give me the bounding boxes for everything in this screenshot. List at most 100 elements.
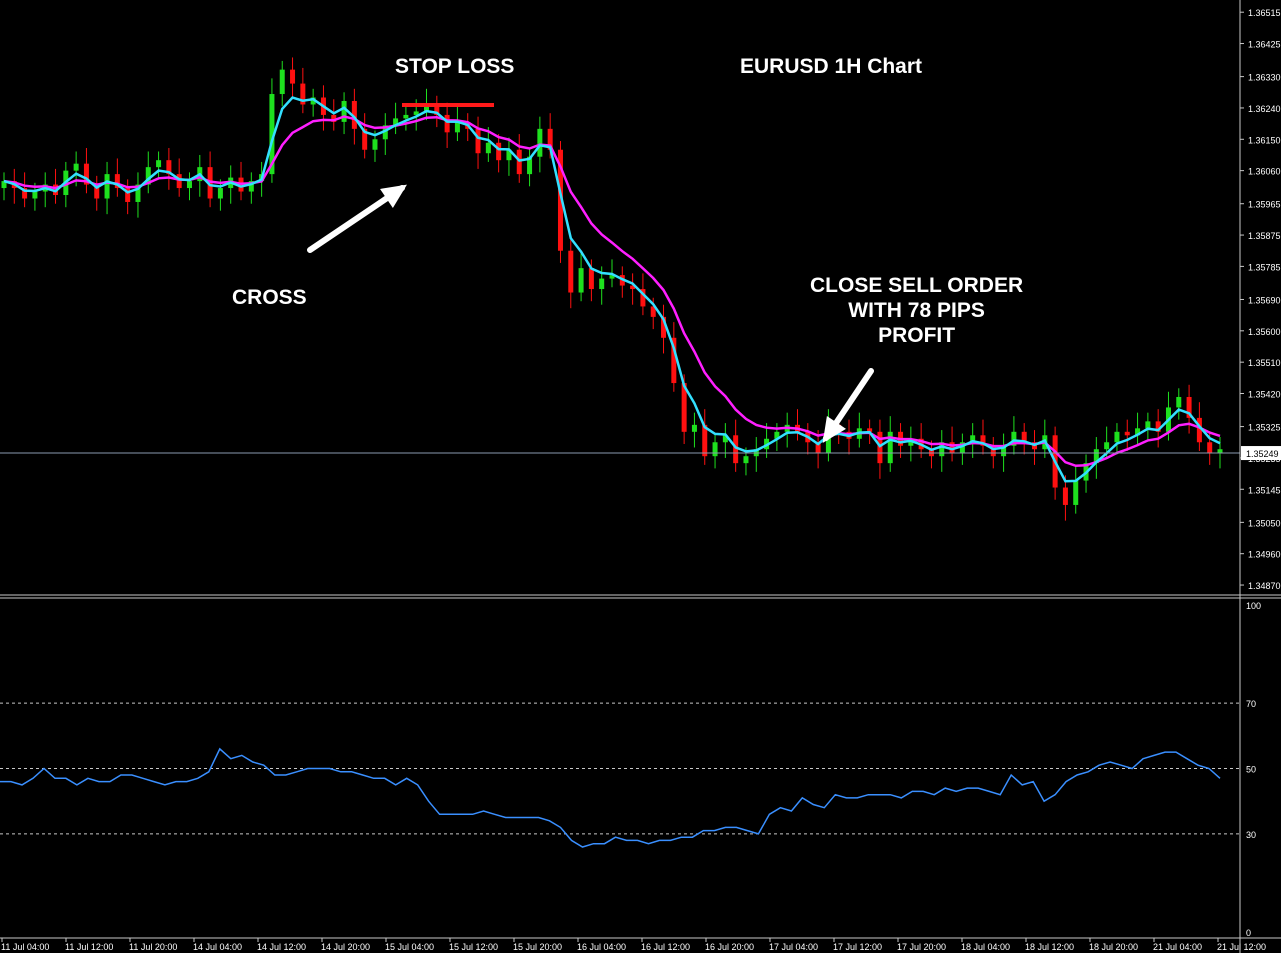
- cross-label: CROSS: [232, 286, 307, 309]
- candle-body: [341, 100, 347, 122]
- candle-body: [681, 383, 687, 432]
- candle-body: [94, 184, 100, 199]
- price-tick-label: 1.35690: [1248, 295, 1281, 305]
- candle-body: [527, 156, 533, 175]
- stop-loss-label: STOP LOSS: [395, 55, 515, 78]
- candle-body: [1186, 396, 1192, 418]
- candle-body: [351, 100, 357, 129]
- candle-body: [588, 268, 594, 290]
- candle-body: [815, 442, 821, 453]
- candle-body: [104, 174, 110, 199]
- candle-body: [1104, 442, 1110, 450]
- candle-body: [83, 163, 89, 185]
- candle-body: [599, 278, 605, 290]
- current-price-badge: [1241, 446, 1281, 461]
- candle-body: [125, 188, 131, 202]
- time-tick-label: 17 Jul 12:00: [833, 942, 882, 952]
- cross-arrow-head: [380, 184, 407, 209]
- candle-body: [1145, 421, 1151, 429]
- candle-body: [774, 431, 780, 439]
- price-tick-label: 1.35965: [1248, 200, 1281, 210]
- candle-body: [475, 128, 481, 154]
- time-tick-label: 11 Jul 04:00: [1, 942, 49, 952]
- candle-body: [1124, 431, 1130, 436]
- time-tick-label: 21 Jul 04:00: [1153, 942, 1202, 952]
- candle-body: [279, 69, 285, 95]
- price-tick-label: 1.36150: [1248, 135, 1281, 145]
- candle-body: [661, 316, 667, 338]
- candle-body: [248, 181, 254, 192]
- price-tick-label: 1.36515: [1248, 8, 1281, 18]
- candle-body: [485, 142, 491, 154]
- oscillator-tick-label: 0: [1246, 928, 1251, 938]
- moving-averages: [0, 96, 1240, 483]
- candle-body: [939, 442, 945, 457]
- candle-body: [300, 83, 306, 105]
- oscillator-tick-label: 50: [1246, 765, 1256, 775]
- time-tick-label: 16 Jul 20:00: [705, 942, 754, 952]
- candlestick-series: [1, 57, 1223, 521]
- time-tick-label: 14 Jul 12:00: [257, 942, 306, 952]
- candle-body: [1155, 421, 1161, 432]
- candle-body: [444, 114, 450, 133]
- candle-body: [32, 191, 38, 199]
- candle-body: [702, 424, 708, 457]
- candle-body: [609, 275, 615, 279]
- price-tick-label: 1.35145: [1248, 485, 1281, 495]
- candle-body: [1207, 442, 1213, 453]
- price-tick-label: 1.35600: [1248, 327, 1281, 337]
- candle-body: [1196, 417, 1202, 443]
- candle-body: [547, 128, 553, 150]
- time-tick-label: 18 Jul 20:00: [1089, 942, 1138, 952]
- time-tick-label: 17 Jul 04:00: [769, 942, 818, 952]
- time-tick-label: 18 Jul 12:00: [1025, 942, 1074, 952]
- candle-body: [217, 188, 223, 199]
- price-tick-label: 1.35420: [1248, 390, 1281, 400]
- close-order-label: CLOSE SELL ORDER WITH 78 PIPS PROFIT: [810, 274, 1024, 347]
- candle-body: [1093, 449, 1099, 464]
- price-tick-label: 1.35785: [1248, 262, 1281, 272]
- candle-body: [1217, 449, 1223, 453]
- price-tick-label: 1.35325: [1248, 423, 1281, 433]
- time-tick-label: 15 Jul 20:00: [513, 942, 562, 952]
- candle-body: [1073, 480, 1079, 505]
- candle-body: [516, 149, 522, 175]
- candle-body: [671, 337, 677, 384]
- candle-body: [269, 94, 275, 175]
- candle-body: [393, 118, 399, 126]
- candle-body: [372, 139, 378, 150]
- time-tick-label: 15 Jul 12:00: [449, 942, 498, 952]
- time-tick-label: 11 Jul 20:00: [129, 942, 177, 952]
- candle-body: [908, 438, 914, 446]
- candle-body: [135, 184, 141, 202]
- oscillator-tick-label: 30: [1246, 830, 1256, 840]
- candle-body: [867, 428, 873, 432]
- candle-body: [166, 160, 172, 175]
- candle-body: [1021, 431, 1027, 443]
- price-tick-label: 1.35510: [1248, 358, 1281, 368]
- slow-ma-line: [3, 115, 1221, 468]
- candle-body: [640, 289, 646, 307]
- oscillator-panel: 100 70 50 30 0: [0, 601, 1261, 938]
- candle-body: [557, 149, 563, 251]
- candle-body: [145, 167, 151, 185]
- candle-body: [1062, 487, 1068, 505]
- candle-body: [970, 435, 976, 443]
- chart-title: EURUSD 1H Chart: [740, 55, 923, 78]
- candle-body: [1135, 428, 1141, 436]
- candle-body: [568, 250, 574, 293]
- time-tick-label: 21 Jul 12:00: [1217, 942, 1266, 952]
- candle-body: [156, 160, 162, 168]
- time-tick-label: 14 Jul 04:00: [193, 942, 242, 952]
- candle-body: [413, 111, 419, 115]
- time-tick-label: 16 Jul 04:00: [577, 942, 626, 952]
- candle-body: [949, 442, 955, 453]
- price-tick-label: 1.36425: [1248, 40, 1281, 50]
- price-tick-label: 1.35050: [1248, 518, 1281, 528]
- candle-body: [73, 163, 79, 171]
- current-price-label: 1.35249: [1246, 449, 1279, 459]
- time-tick-label: 15 Jul 04:00: [385, 942, 434, 952]
- candle-body: [887, 431, 893, 464]
- candle-body: [1, 181, 7, 189]
